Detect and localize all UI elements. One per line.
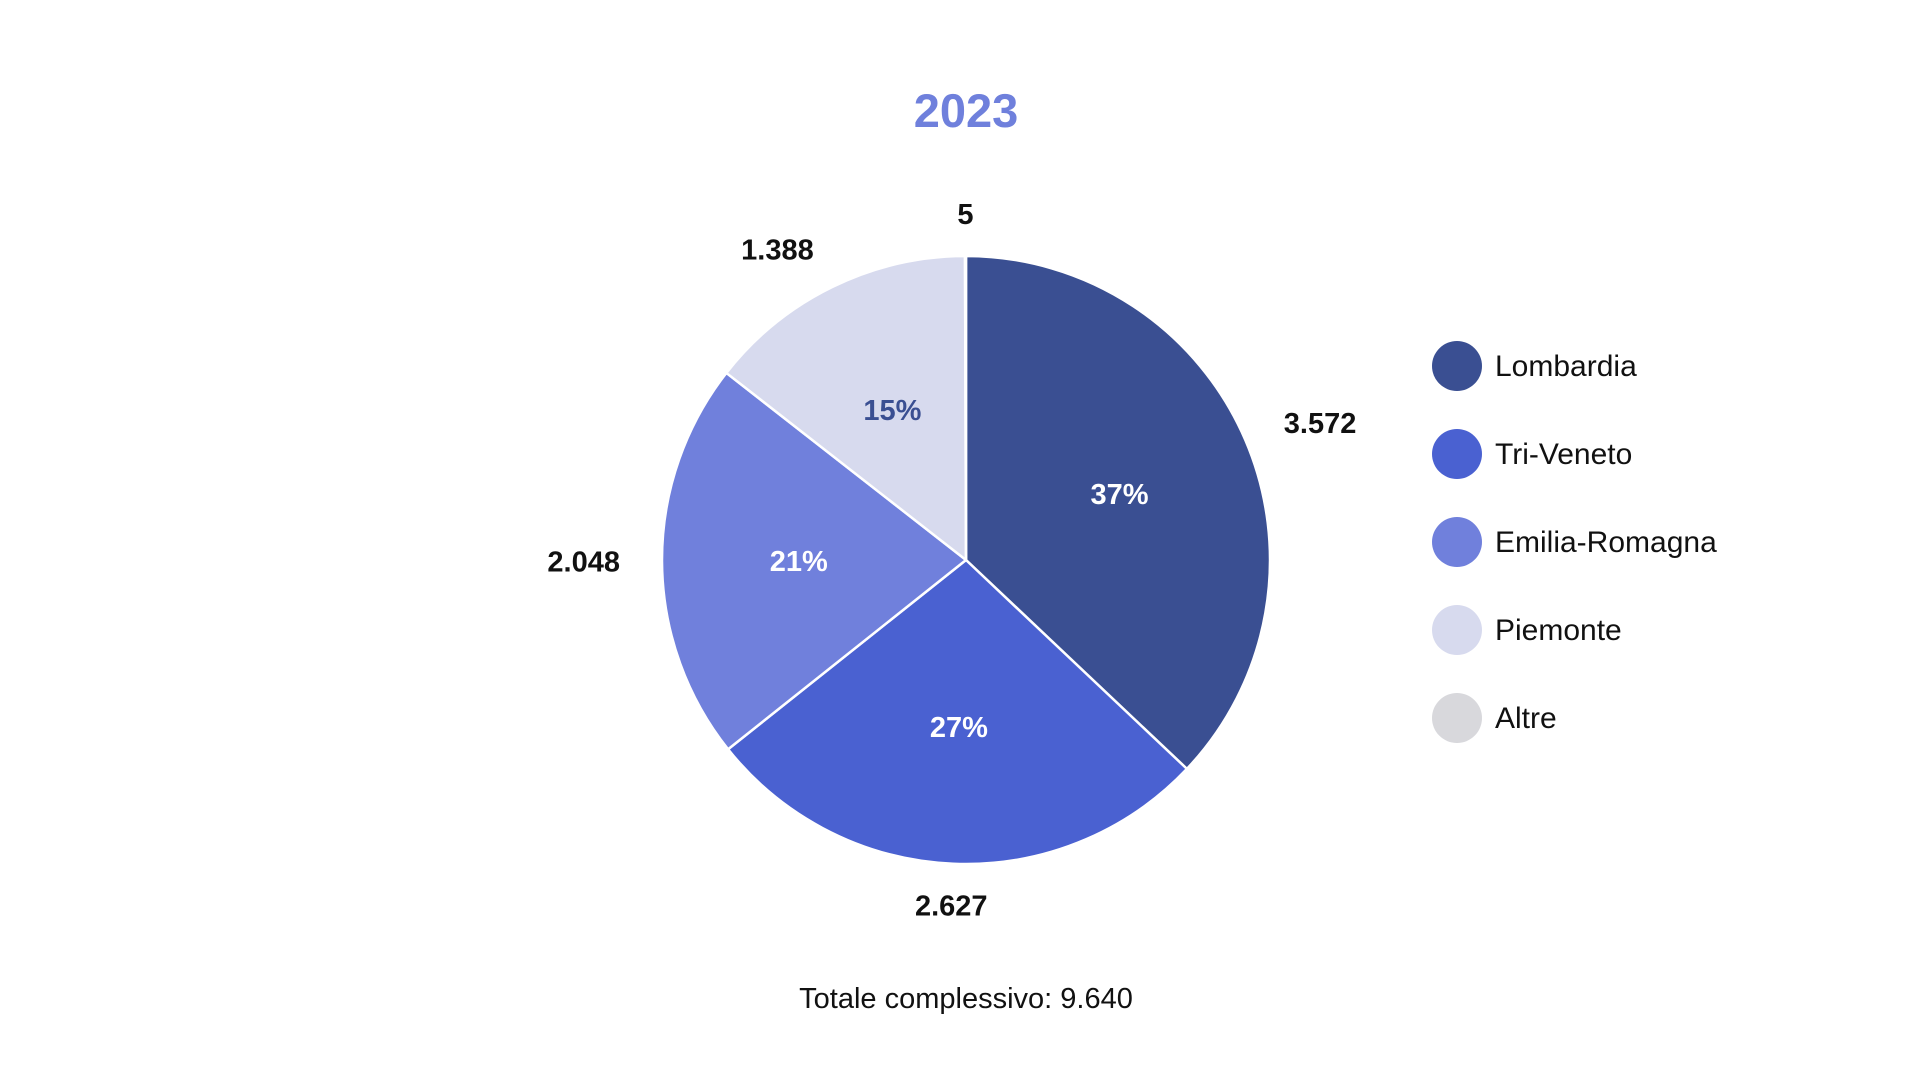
pie-slice-piemonte [725,254,968,562]
legend-label-lombardia: Lombardia [1495,350,1637,383]
legend-swatch-tri-veneto [1432,429,1482,479]
value-label-altre: 5 [957,199,973,231]
value-label-tri-veneto: 2.627 [915,891,988,923]
legend-label-altre: Altre [1495,702,1557,735]
pie-slice-lombardia [964,254,1272,771]
pie-slice-emilia-romagna [660,371,968,751]
percent-label-lombardia: 37% [1091,479,1149,511]
pie-slice-tri-veneto [726,558,1189,866]
legend-item-altre: Altre [1432,693,1557,743]
value-label-lombardia: 3.572 [1284,408,1357,440]
legend-swatch-lombardia [1432,341,1482,391]
legend: Lombardia Tri-Veneto Emilia-Romagna Piemont… [1432,341,1717,743]
legend-swatch-piemonte [1432,605,1482,655]
legend-swatch-altre [1432,693,1482,743]
value-labels: 3.572 2.627 2.048 1.388 5 [547,199,1356,923]
legend-label-piemonte: Piemonte [1495,614,1622,647]
percent-labels: 37% 27% 21% 15% [770,395,1149,744]
legend-swatch-emilia-romagna [1432,517,1482,567]
legend-label-emilia-romagna: Emilia-Romagna [1495,526,1717,559]
legend-label-tri-veneto: Tri-Veneto [1495,438,1632,471]
value-label-emilia-romagna: 2.048 [547,547,620,579]
legend-item-piemonte: Piemonte [1432,605,1622,655]
percent-label-tri-veneto: 27% [930,712,988,744]
legend-item-emilia-romagna: Emilia-Romagna [1432,517,1717,567]
percent-label-piemonte: 15% [863,395,921,427]
legend-item-tri-veneto: Tri-Veneto [1432,429,1632,479]
total-label: Totale complessivo: 9.640 [799,983,1133,1015]
pie-slice-altre [963,254,968,562]
chart-title: 2023 [914,84,1019,137]
legend-item-lombardia: Lombardia [1432,341,1637,391]
pie-slices [660,254,1272,866]
percent-label-emilia-romagna: 21% [770,546,828,578]
value-label-piemonte: 1.388 [741,234,814,266]
